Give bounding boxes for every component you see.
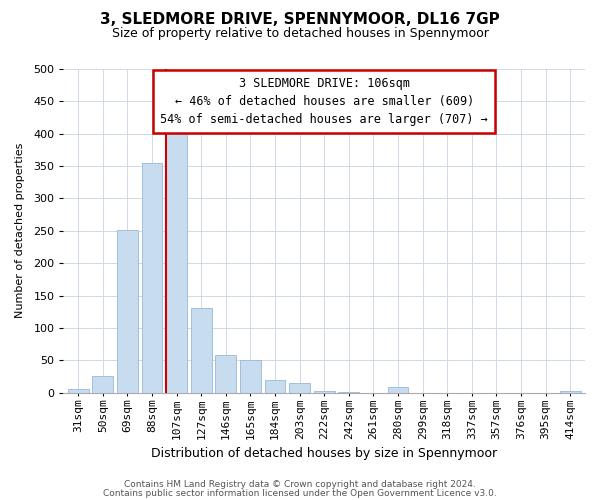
Text: Contains HM Land Registry data © Crown copyright and database right 2024.: Contains HM Land Registry data © Crown c… [124,480,476,489]
Bar [215,355,236,393]
Bar [388,388,409,392]
Text: 3, SLEDMORE DRIVE, SPENNYMOOR, DL16 7GP: 3, SLEDMORE DRIVE, SPENNYMOOR, DL16 7GP [100,12,500,28]
X-axis label: Distribution of detached houses by size in Spennymoor: Distribution of detached houses by size … [151,447,497,460]
Bar [240,360,261,392]
Bar [191,308,212,392]
Bar [142,163,163,392]
Text: Size of property relative to detached houses in Spennymoor: Size of property relative to detached ho… [112,28,488,40]
Text: Contains public sector information licensed under the Open Government Licence v3: Contains public sector information licen… [103,488,497,498]
Bar [289,383,310,392]
Bar [265,380,286,392]
Bar [92,376,113,392]
Bar [117,230,138,392]
Bar [166,134,187,392]
Text: 3 SLEDMORE DRIVE: 106sqm
← 46% of detached houses are smaller (609)
54% of semi-: 3 SLEDMORE DRIVE: 106sqm ← 46% of detach… [160,77,488,126]
Bar [68,390,89,392]
Y-axis label: Number of detached properties: Number of detached properties [15,143,25,318]
